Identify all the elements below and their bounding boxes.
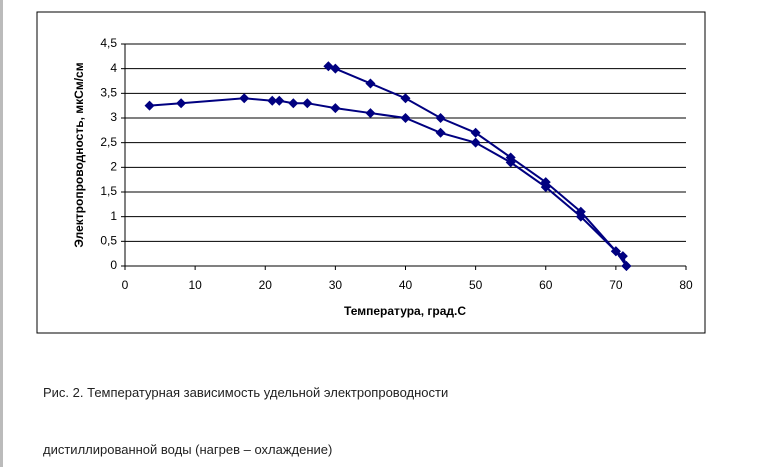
data-point [617,251,628,262]
data-point [400,113,411,123]
data-point [274,95,285,106]
y-tick-label: 2 [110,160,117,174]
chart: Температура, град.С Электропроводность, … [36,11,706,334]
x-tick-label: 20 [259,278,273,292]
y-tick-label: 1 [110,209,117,223]
y-tick-label: 3 [110,110,117,124]
data-point [505,152,516,163]
x-tick-label: 50 [469,278,483,292]
x-tick-label: 60 [539,278,553,292]
y-tick-label: 4,5 [100,36,117,50]
data-point [330,63,341,74]
data-point [435,127,446,138]
data-point [144,100,155,111]
data-point [267,95,278,106]
data-point [365,78,376,89]
data-point [400,93,411,104]
x-axis-title: Температура, град.С [344,304,466,318]
x-tick-label: 70 [609,278,623,292]
y-tick-label: 2,5 [100,135,117,149]
data-point [575,206,586,217]
data-point [330,103,341,114]
data-point [365,108,376,119]
data-point [435,113,446,123]
data-point [239,93,250,104]
data-point [540,177,551,188]
x-tick-label: 80 [679,278,693,292]
y-axis-title: Электропроводность, мкСм/см [72,62,86,247]
chart-frame [36,11,706,334]
page-edge [0,0,3,467]
caption-line: Рис. 2. Температурная зависимость удельн… [43,385,449,400]
caption-line: дистиллированной воды (нагрев – охлажден… [43,442,333,457]
data-point [621,261,632,271]
y-tick-label: 4 [110,61,117,75]
y-tick-label: 0,5 [100,234,117,248]
data-point [470,127,481,138]
x-tick-label: 0 [122,278,129,292]
y-tick-label: 1,5 [100,184,117,198]
data-point [176,98,187,109]
x-tick-label: 10 [188,278,202,292]
y-tick-label: 3,5 [100,86,117,100]
data-point [610,246,621,257]
data-point [302,98,313,109]
data-point [288,98,299,109]
data-point [470,137,481,148]
x-tick-label: 40 [399,278,413,292]
y-tick-label: 0 [110,258,117,272]
x-tick-label: 30 [329,278,343,292]
